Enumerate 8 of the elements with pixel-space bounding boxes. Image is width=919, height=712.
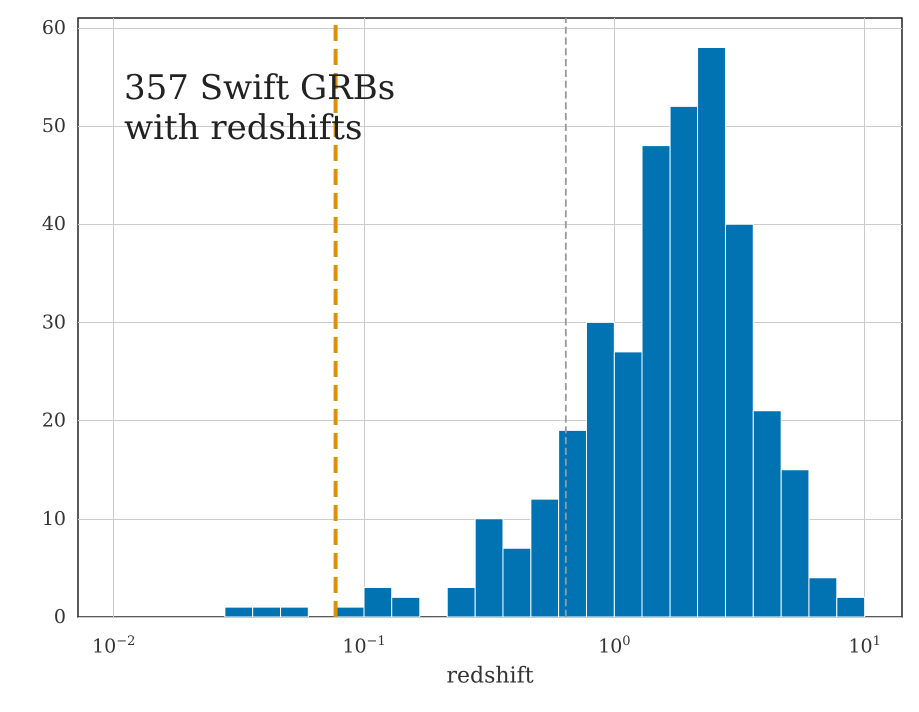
y-tick-label: 0 bbox=[54, 606, 66, 628]
y-tick-label: 10 bbox=[42, 508, 66, 530]
y-tick-label: 50 bbox=[42, 115, 66, 138]
y-tick-label: 60 bbox=[42, 16, 66, 39]
x-axis-title: redshift bbox=[446, 664, 534, 688]
y-tick-label: 40 bbox=[42, 213, 66, 236]
y-tick-label: 20 bbox=[42, 410, 66, 432]
y-tick-label: 30 bbox=[42, 311, 66, 334]
